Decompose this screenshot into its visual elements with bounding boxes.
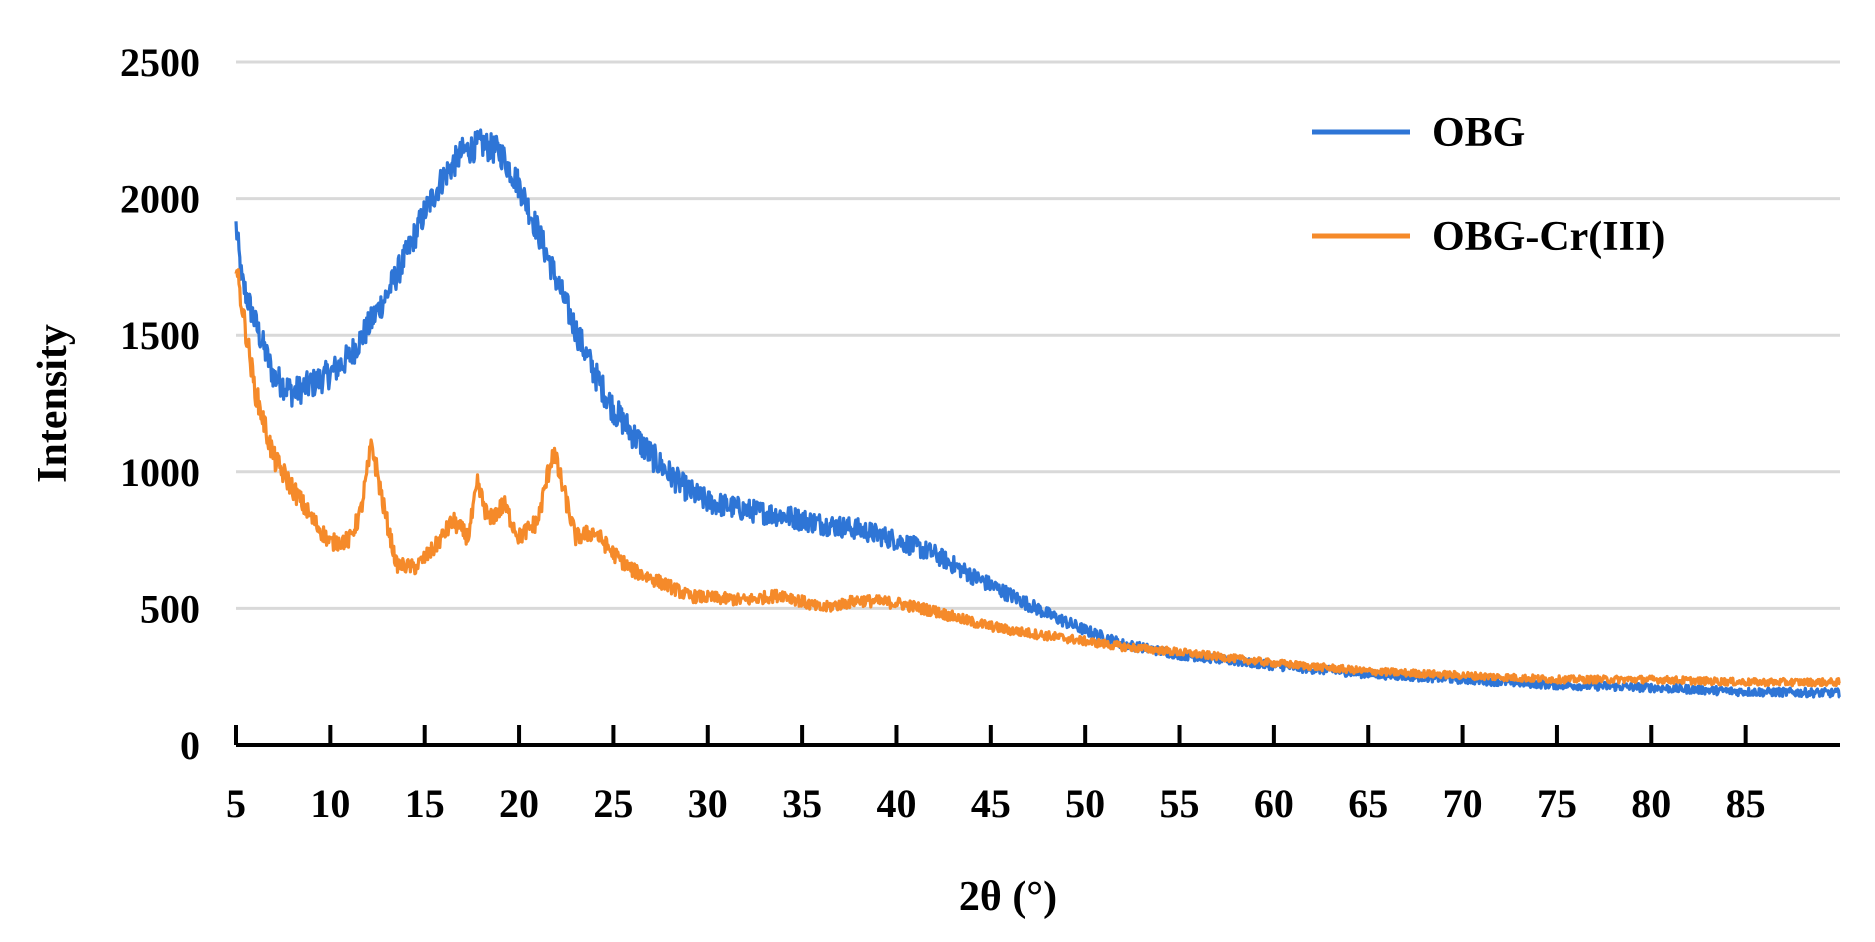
legend-item-obg: OBG (1312, 110, 1525, 156)
x-tick-label-35: 35 (782, 781, 822, 826)
x-tick-label-30: 30 (688, 781, 728, 826)
legend-label-obg: OBG (1432, 110, 1525, 156)
y-tick-label-500: 500 (140, 586, 200, 631)
legend: OBG OBG-Cr(III) (1312, 110, 1665, 260)
x-tick-label-40: 40 (876, 781, 916, 826)
y-tick-label-1500: 1500 (120, 313, 200, 358)
series-line-obg-cr (234, 268, 1841, 688)
x-tick-label-75: 75 (1537, 781, 1577, 826)
x-axis-title: 2θ (°) (959, 874, 1057, 920)
x-tick-label-45: 45 (971, 781, 1011, 826)
x-tick-label-60: 60 (1254, 781, 1294, 826)
x-tick-label-80: 80 (1631, 781, 1671, 826)
x-tick-label-70: 70 (1443, 781, 1483, 826)
x-tick-label-55: 55 (1160, 781, 1200, 826)
x-tick-label-5: 5 (226, 781, 246, 826)
x-tick-label-85: 85 (1726, 781, 1766, 826)
y-axis-title: Intensity (30, 324, 76, 483)
y-tick-label-2500: 2500 (120, 40, 200, 85)
x-tick-label-10: 10 (310, 781, 350, 826)
x-ticks: 5 10 15 20 25 30 35 40 45 50 55 60 65 70 75 80 85 (226, 725, 1766, 826)
y-tick-label-0: 0 (180, 723, 200, 768)
x-tick-label-20: 20 (499, 781, 539, 826)
x-tick-label-15: 15 (405, 781, 445, 826)
x-tick-label-50: 50 (1065, 781, 1105, 826)
legend-item-obg-cr: OBG-Cr(III) (1312, 214, 1665, 260)
y-tick-label-1000: 1000 (120, 450, 200, 495)
series-line-obg (234, 128, 1841, 699)
gridlines (236, 60, 1840, 610)
y-ticks: 0 500 1000 1500 2000 2500 (120, 40, 200, 768)
x-tick-label-65: 65 (1348, 781, 1388, 826)
series-layer (234, 128, 1841, 699)
x-tick-label-25: 25 (593, 781, 633, 826)
legend-label-obg-cr: OBG-Cr(III) (1432, 214, 1665, 260)
y-tick-label-2000: 2000 (120, 177, 200, 222)
